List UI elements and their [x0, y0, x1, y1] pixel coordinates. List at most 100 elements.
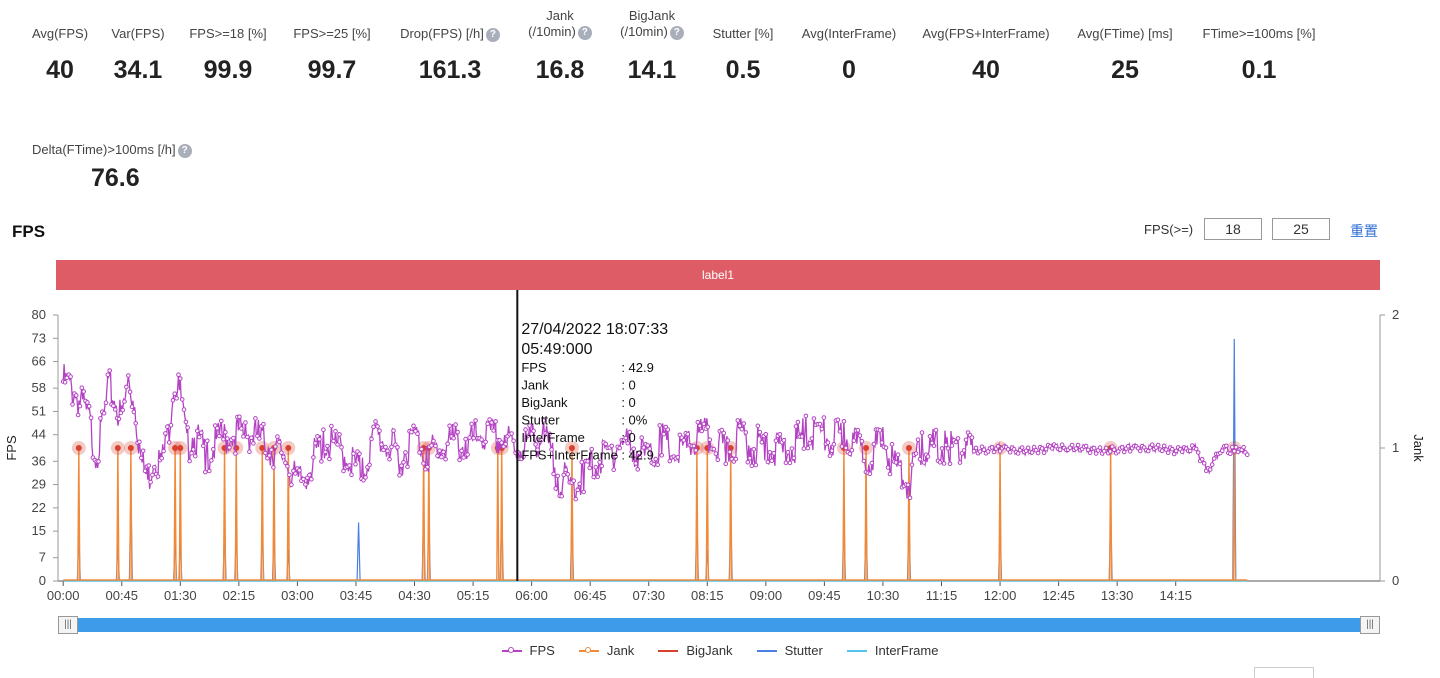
help-icon[interactable]: ? — [577, 25, 592, 40]
fps-point — [201, 443, 206, 449]
fps-point — [209, 458, 214, 463]
y-tick-label: 7 — [39, 550, 46, 565]
fps-point — [1025, 445, 1031, 451]
legend-swatch-icon — [756, 646, 777, 656]
y-tick-label: 0 — [39, 573, 46, 588]
y-tick-label: 73 — [32, 330, 46, 345]
fps-point — [485, 421, 490, 426]
fps-threshold-input-1[interactable] — [1204, 218, 1262, 240]
fps-point — [197, 434, 202, 440]
fps-threshold-input-2[interactable] — [1272, 218, 1330, 240]
fps-point — [559, 493, 565, 499]
fps-point — [777, 432, 783, 437]
fps-point — [773, 438, 779, 443]
fps-point — [417, 450, 422, 455]
reset-button[interactable]: 重置 — [1350, 223, 1378, 239]
fps-point — [637, 454, 643, 460]
fps-point — [451, 435, 456, 441]
zoom-slider-range[interactable] — [68, 618, 1370, 632]
fps-point — [695, 419, 701, 425]
fps-point — [723, 461, 729, 467]
fps-point — [1043, 446, 1049, 452]
fps-point — [715, 457, 721, 462]
legend-item-fps[interactable]: FPS — [501, 643, 555, 658]
fps-point — [1093, 451, 1099, 456]
fps-point — [1230, 444, 1235, 450]
fps-point — [247, 449, 252, 454]
fps-point — [227, 445, 232, 450]
help-icon[interactable]: ? — [177, 143, 192, 158]
fps-point — [271, 465, 276, 470]
fps-point — [287, 472, 292, 478]
fps-point — [353, 461, 358, 467]
legend-item-stutter[interactable]: Stutter — [756, 643, 823, 658]
legend-swatch-dot — [584, 646, 591, 653]
fps-chart[interactable]: 0 7 15 22 29 36 44 51 58 66 73 80 0 1 2 00:00 00:45 01:30… — [0, 290, 1440, 620]
fps-point — [223, 429, 228, 435]
fps-point — [397, 473, 402, 478]
fps-point — [469, 421, 474, 427]
metric-label: FTime>=100ms [%] — [1159, 26, 1359, 42]
metric-value: 0 — [842, 56, 856, 84]
legend-swatch-line — [658, 649, 679, 652]
fps-point — [349, 472, 354, 477]
fps-point — [699, 428, 705, 434]
fps-point — [1163, 447, 1169, 452]
fps-point — [651, 461, 657, 467]
fps-point — [995, 444, 1001, 449]
fps-point — [659, 453, 665, 458]
legend-item-jank[interactable]: Jank — [578, 643, 634, 658]
metric-label-text: Delta(FTime)>100ms [/h] — [32, 142, 176, 157]
fps-point — [525, 433, 530, 439]
tooltip-key: FPS — [521, 360, 547, 375]
fps-point — [503, 441, 508, 447]
fps-point — [747, 455, 753, 461]
fps-point — [323, 449, 328, 455]
metric-label: Avg(FPS) — [0, 26, 160, 42]
legend-item-bigjank[interactable]: BigJank — [658, 643, 733, 658]
fps-point — [553, 486, 559, 491]
fps-point — [1007, 449, 1013, 455]
legend-item-interframe[interactable]: InterFrame — [846, 643, 938, 658]
label-bar[interactable]: label1 — [56, 260, 1380, 290]
fps-point — [857, 433, 863, 438]
jank-marker — [285, 445, 292, 451]
metric-8: Avg(InterFrame) 0 — [749, 8, 949, 84]
fps-point — [949, 443, 955, 448]
fps-point — [237, 414, 242, 420]
fps-point — [1171, 451, 1177, 457]
jank-spike — [842, 447, 846, 582]
fps-point — [1111, 447, 1117, 452]
fps-point — [409, 429, 414, 435]
fps-point — [1209, 462, 1215, 467]
fps-point — [667, 458, 673, 464]
fps-point — [1169, 446, 1175, 452]
fps-point — [803, 413, 809, 419]
fps-point — [1241, 444, 1246, 450]
fps-point — [885, 465, 891, 470]
help-icon[interactable]: ? — [669, 25, 684, 40]
fps-point — [861, 458, 867, 464]
fps-point — [1059, 442, 1065, 447]
legend-swatch-line — [846, 649, 867, 652]
metric-value: 40 — [972, 56, 1000, 84]
jank-marker — [727, 445, 734, 451]
fps-point — [273, 444, 278, 449]
fps-point — [155, 474, 161, 479]
x-tick-label: 12:00 — [984, 588, 1017, 603]
fps-point — [1101, 448, 1107, 454]
fps-point — [655, 462, 661, 467]
fps-point — [905, 482, 911, 488]
fps-point — [831, 442, 837, 447]
metric-value: 99.7 — [307, 56, 357, 84]
metric-2: FPS>=18 [%] 99.9 — [128, 8, 328, 84]
fps-point — [907, 495, 913, 501]
zoom-slider-left-handle[interactable]: ||| — [58, 616, 78, 634]
fps-point — [467, 435, 472, 440]
legend-swatch-icon — [658, 646, 679, 656]
zoom-slider-right-handle[interactable]: ||| — [1360, 616, 1380, 634]
help-icon[interactable]: ? — [485, 27, 500, 42]
zoom-slider[interactable]: ||| ||| — [58, 616, 1380, 634]
fps-point — [531, 428, 536, 434]
fps-point — [701, 421, 707, 427]
